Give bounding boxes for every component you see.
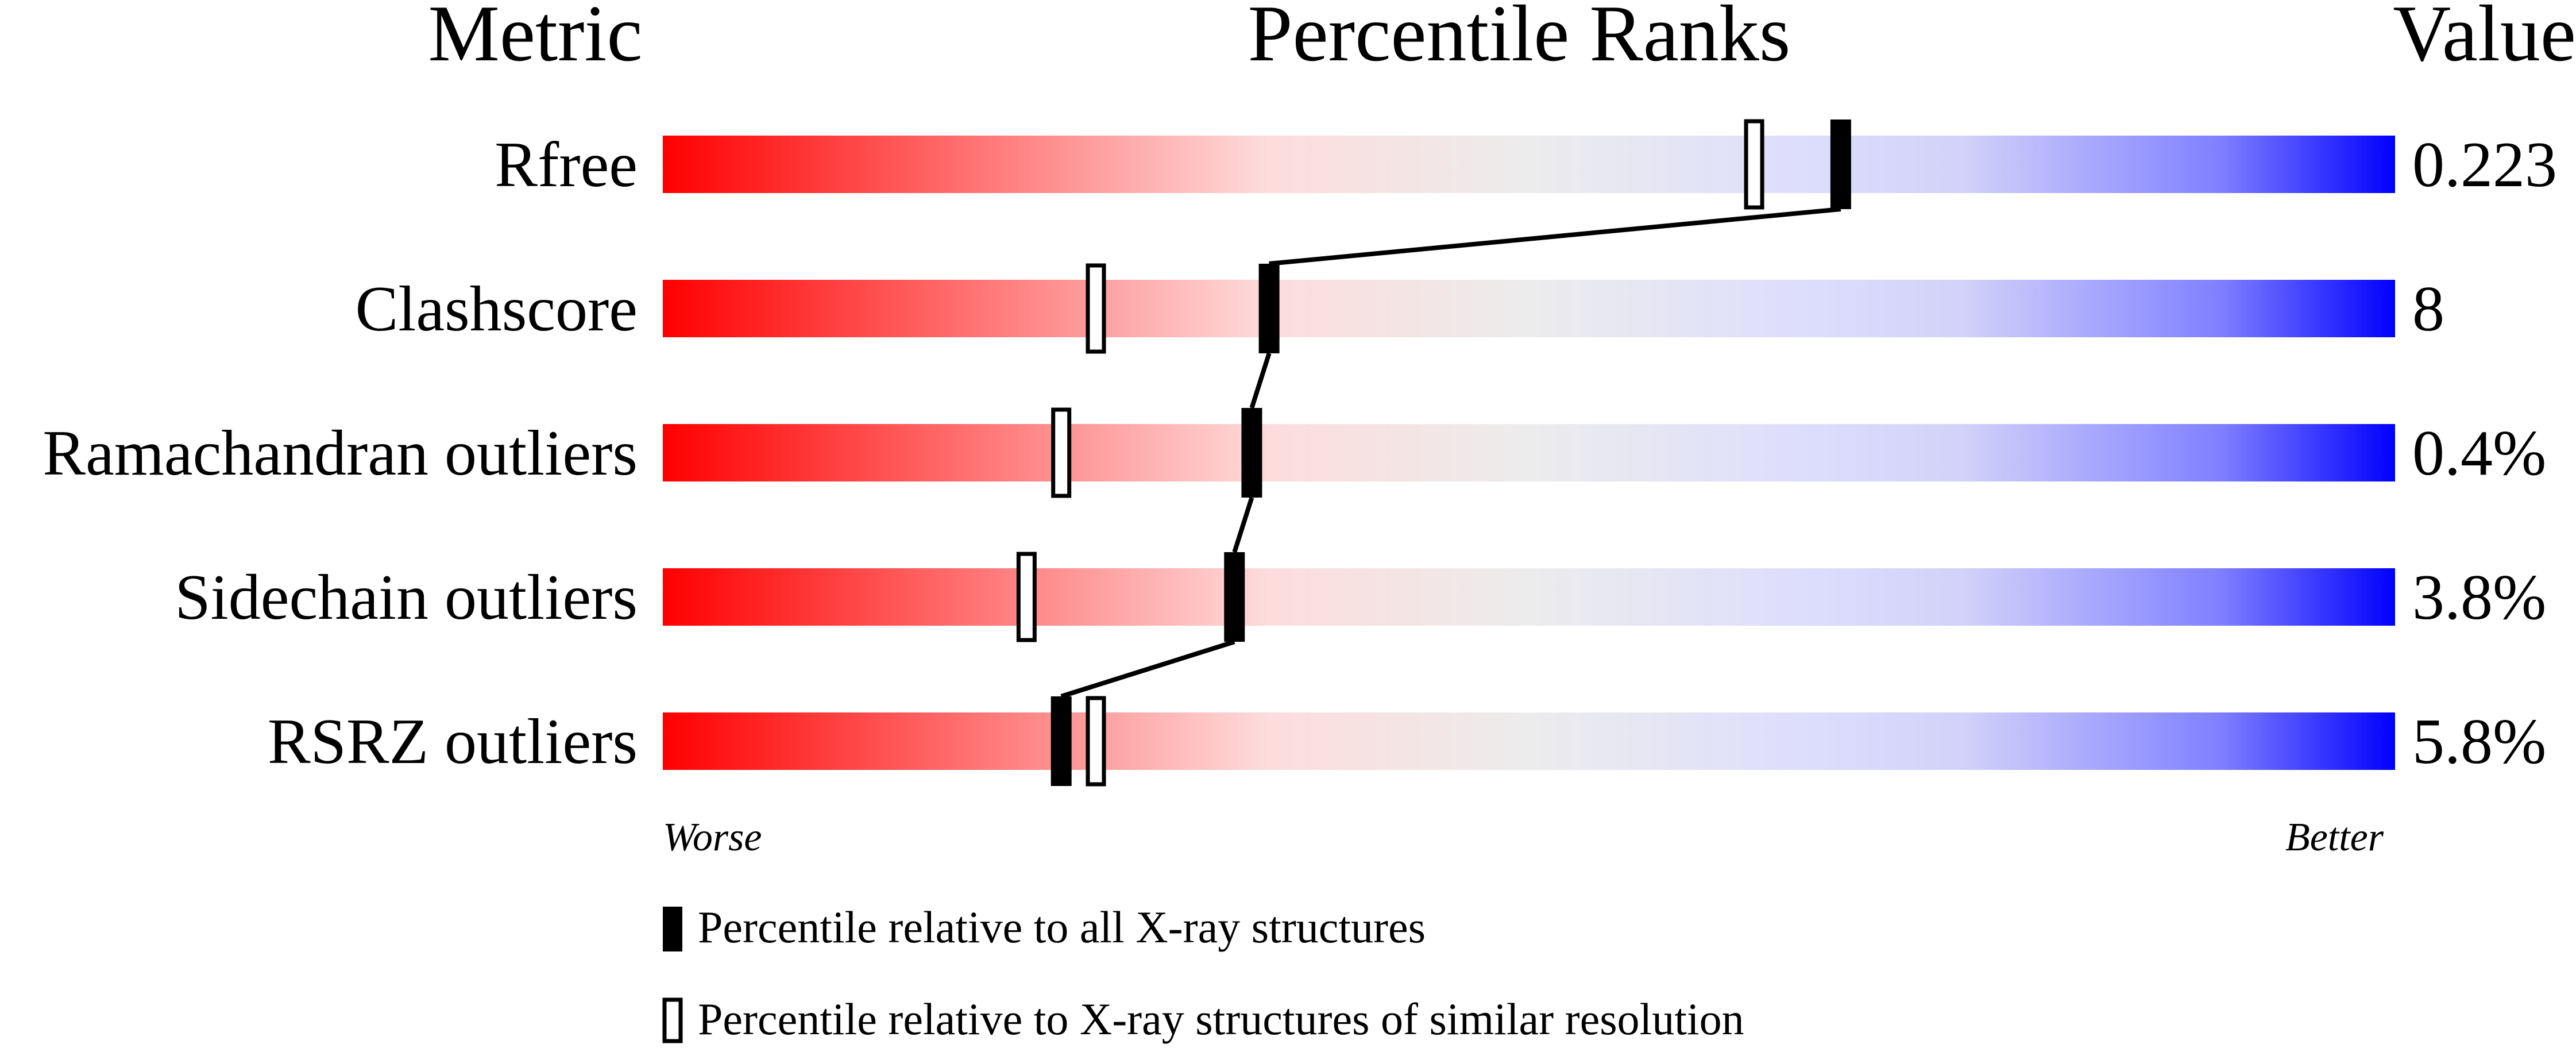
all-structures-marker	[1241, 408, 1262, 498]
similar-resolution-marker	[1086, 696, 1106, 787]
all-structures-marker	[1258, 264, 1280, 353]
axis-label-worse: Worse	[663, 815, 762, 860]
metric-value: 8	[2412, 273, 2444, 345]
similar-resolution-marker	[1086, 263, 1106, 354]
axis-label-better: Better	[2285, 815, 2384, 860]
metric-label: Clashscore	[356, 273, 638, 345]
similar-resolution-marker	[1744, 119, 1764, 210]
legend-label-similar: Percentile relative to X-ray structures …	[698, 994, 1744, 1044]
similar-resolution-marker	[1016, 552, 1037, 642]
legend-open-marker	[662, 997, 683, 1043]
header-percentile-ranks: Percentile Ranks	[1248, 0, 1791, 78]
metric-row: Ramachandran outliers 0.4%	[43, 418, 2546, 489]
metric-label: RSRZ outliers	[268, 706, 638, 777]
all-structures-marker	[1051, 696, 1072, 786]
metric-row: Clashscore 8	[356, 273, 2444, 345]
metric-label: Ramachandran outliers	[43, 418, 638, 489]
metric-row: Rfree 0.223	[495, 129, 2557, 201]
header-value: Value	[2393, 0, 2576, 78]
all-structures-marker	[1224, 552, 1245, 642]
percentile-bar	[663, 136, 2395, 193]
metric-value: 5.8%	[2412, 706, 2546, 777]
connector-line	[1269, 207, 1841, 266]
percentile-bar	[663, 568, 2395, 626]
metric-value: 0.4%	[2412, 418, 2546, 489]
connector-line	[1232, 496, 1254, 553]
metric-value: 3.8%	[2412, 562, 2546, 633]
similar-resolution-marker	[1051, 407, 1072, 498]
all-structures-marker	[1830, 120, 1851, 209]
metric-label: Sidechain outliers	[175, 562, 638, 633]
percentile-bar	[663, 424, 2395, 481]
percentile-bar	[663, 712, 2395, 770]
metric-row: RSRZ outliers 5.8%	[268, 706, 2546, 777]
metric-label: Rfree	[495, 129, 638, 201]
metric-row: Sidechain outliers 3.8%	[175, 562, 2546, 633]
metric-value: 0.223	[2412, 129, 2557, 201]
legend-filled-marker	[663, 907, 682, 951]
connector-line	[1060, 639, 1235, 699]
legend-label-all: Percentile relative to all X-ray structu…	[698, 902, 1426, 952]
header-metric: Metric	[428, 0, 642, 78]
percentile-bar	[663, 280, 2395, 337]
connector-line	[1249, 352, 1272, 409]
